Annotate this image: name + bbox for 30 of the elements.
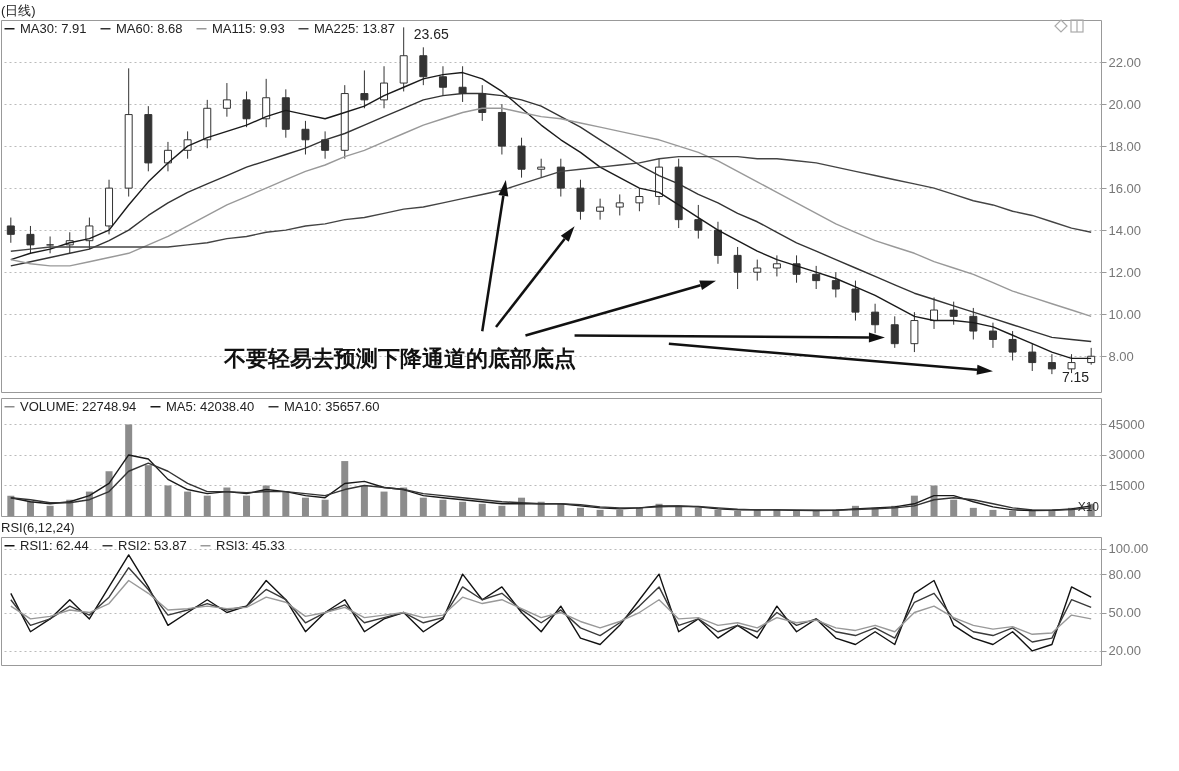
legend-label: RSI2: 53.87 (118, 537, 187, 553)
y-tick-label: 18.00 (1108, 138, 1142, 154)
y-tick-label: 16.00 (1108, 180, 1142, 196)
y-tick-label: 30000 (1108, 447, 1145, 463)
y-tick-label: 45000 (1108, 416, 1145, 432)
y-tick-label: 12.00 (1108, 264, 1142, 280)
y-tick-label: 20.00 (1108, 643, 1142, 659)
y-tick-label: 100.00 (1108, 541, 1149, 557)
legend-label: MA30: 7.91 (20, 20, 87, 36)
legend-label: MA5: 42038.40 (166, 398, 255, 414)
y-tick-label: 8.00 (1108, 348, 1134, 364)
y-tick-label: 22.00 (1108, 54, 1142, 70)
y-tick-label: 10.00 (1108, 306, 1142, 322)
annotation: 7.15 (1061, 369, 1090, 386)
legend-label: VOLUME: 22748.94 (20, 398, 137, 414)
chart-title: RSI(6,12,24) (1, 520, 75, 535)
legend-label: MA10: 35657.60 (284, 398, 380, 414)
annotation: 不要轻易去预测下降通道的底部底点 (223, 345, 577, 372)
y-tick-label: 80.00 (1108, 566, 1142, 582)
chart-title: (日线) (1, 3, 36, 18)
y-tick-label: 50.00 (1108, 605, 1142, 621)
legend-label: RSI1: 62.44 (20, 537, 89, 553)
legend-label: MA225: 13.87 (314, 20, 395, 36)
y-tick-label: 20.00 (1108, 96, 1142, 112)
legend-label: RSI3: 45.33 (216, 537, 285, 553)
legend-label: MA60: 8.68 (116, 20, 183, 36)
y-tick-label: 15000 (1108, 477, 1145, 493)
legend-label: MA115: 9.93 (212, 20, 285, 36)
annotation: 23.65 (413, 26, 449, 43)
y-tick-label: 14.00 (1108, 222, 1142, 238)
